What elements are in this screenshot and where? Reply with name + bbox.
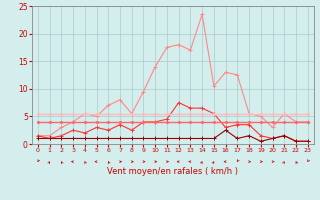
X-axis label: Vent moyen/en rafales ( km/h ): Vent moyen/en rafales ( km/h ) [107, 167, 238, 176]
